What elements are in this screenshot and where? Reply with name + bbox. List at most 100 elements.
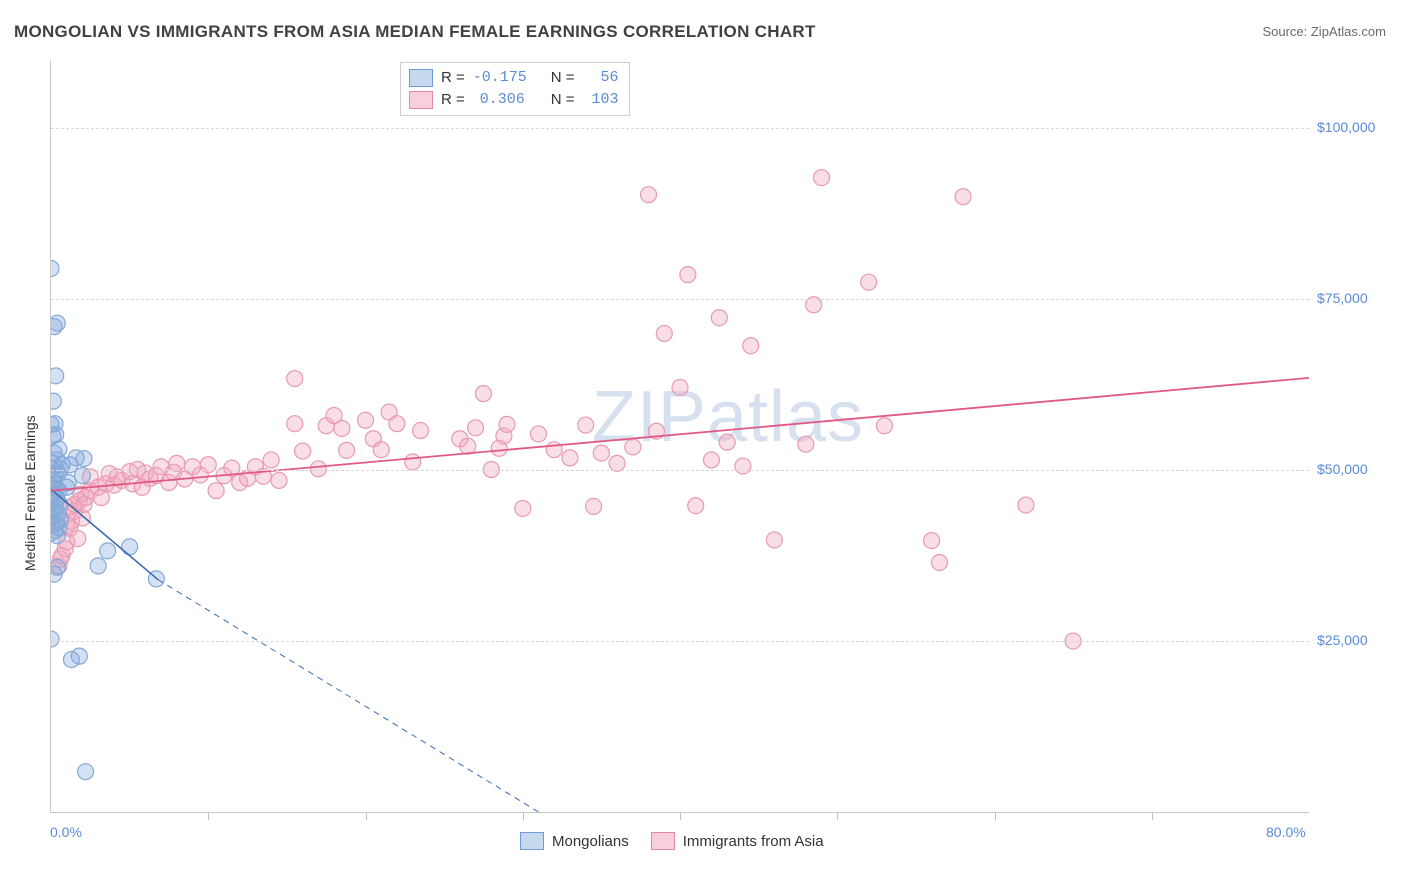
legend-swatch	[409, 91, 433, 109]
data-point	[924, 533, 940, 549]
x-axis-min-label: 0.0%	[50, 824, 82, 840]
x-tick	[523, 812, 524, 820]
gridline	[51, 128, 1309, 129]
data-point	[51, 631, 59, 647]
source-prefix: Source:	[1262, 24, 1310, 39]
legend-swatch	[409, 69, 433, 87]
data-point	[71, 648, 87, 664]
legend-label: Mongolians	[552, 833, 629, 850]
legend-r-value: 0.306	[473, 89, 525, 111]
data-point	[51, 261, 59, 277]
chart-svg	[51, 60, 1309, 812]
data-point	[287, 371, 303, 387]
legend-row: R = 0.306 N = 103	[409, 89, 619, 111]
data-point	[51, 315, 65, 331]
y-axis-title: Median Female Earnings	[22, 416, 38, 572]
data-point	[1018, 497, 1034, 513]
data-point	[931, 554, 947, 570]
correlation-legend: R = -0.175 N = 56 R = 0.306 N = 103	[400, 62, 630, 116]
data-point	[51, 566, 62, 582]
data-point	[271, 472, 287, 488]
legend-r-label: R =	[441, 67, 465, 89]
data-point	[688, 498, 704, 514]
data-point	[90, 558, 106, 574]
data-point	[609, 455, 625, 471]
legend-label: Immigrants from Asia	[683, 833, 824, 850]
legend-item: Mongolians	[520, 832, 629, 850]
data-point	[625, 439, 641, 455]
data-point	[460, 438, 476, 454]
gridline	[51, 470, 1309, 471]
data-point	[51, 528, 65, 544]
data-point	[389, 416, 405, 432]
data-point	[955, 189, 971, 205]
data-point	[798, 436, 814, 452]
data-point	[468, 420, 484, 436]
data-point	[405, 454, 421, 470]
data-point	[413, 423, 429, 439]
x-tick	[1152, 812, 1153, 820]
legend-row: R = -0.175 N = 56	[409, 67, 619, 89]
gridline	[51, 299, 1309, 300]
data-point	[578, 417, 594, 433]
data-point	[334, 420, 350, 436]
x-tick	[680, 812, 681, 820]
legend-item: Immigrants from Asia	[651, 832, 824, 850]
data-point	[515, 500, 531, 516]
data-point	[122, 539, 138, 555]
legend-n-value: 56	[583, 67, 619, 89]
data-point	[711, 310, 727, 326]
data-point	[680, 267, 696, 283]
data-point	[703, 452, 719, 468]
legend-n-value: 103	[583, 89, 619, 111]
source-link[interactable]: ZipAtlas.com	[1311, 24, 1386, 39]
data-point	[70, 531, 86, 547]
data-point	[530, 426, 546, 442]
x-tick	[837, 812, 838, 820]
data-point	[656, 325, 672, 341]
data-point	[295, 443, 311, 459]
data-point	[861, 274, 877, 290]
legend-n-label: N =	[551, 67, 575, 89]
data-point	[339, 442, 355, 458]
series-legend: Mongolians Immigrants from Asia	[520, 832, 824, 850]
data-point	[562, 450, 578, 466]
gridline	[51, 641, 1309, 642]
x-axis-max-label: 80.0%	[1266, 824, 1306, 840]
data-point	[208, 483, 224, 499]
data-point	[876, 418, 892, 434]
x-tick	[208, 812, 209, 820]
legend-swatch	[651, 832, 675, 850]
data-point	[475, 386, 491, 402]
legend-swatch	[520, 832, 544, 850]
data-point	[735, 458, 751, 474]
legend-r-label: R =	[441, 89, 465, 111]
data-point	[51, 368, 64, 384]
data-point	[263, 452, 279, 468]
data-point	[100, 543, 116, 559]
x-tick	[995, 812, 996, 820]
data-point	[51, 393, 61, 409]
data-point	[51, 427, 64, 443]
legend-r-value: -0.175	[473, 67, 525, 89]
plot-area: ZIPatlas $25,000$50,000$75,000$100,000	[50, 60, 1309, 813]
data-point	[593, 445, 609, 461]
data-point	[287, 416, 303, 432]
data-point	[766, 532, 782, 548]
data-point	[586, 498, 602, 514]
data-point	[499, 416, 515, 432]
data-point	[719, 434, 735, 450]
data-point	[373, 442, 389, 458]
source-label: Source: ZipAtlas.com	[1262, 24, 1386, 39]
data-point	[546, 442, 562, 458]
chart-title: MONGOLIAN VS IMMIGRANTS FROM ASIA MEDIAN…	[14, 22, 816, 42]
data-point	[672, 379, 688, 395]
data-point	[78, 764, 94, 780]
data-point	[743, 338, 759, 354]
data-point	[358, 412, 374, 428]
legend-n-label: N =	[551, 89, 575, 111]
data-point	[814, 170, 830, 186]
data-point	[641, 187, 657, 203]
data-point	[310, 461, 326, 477]
data-point	[76, 451, 92, 467]
